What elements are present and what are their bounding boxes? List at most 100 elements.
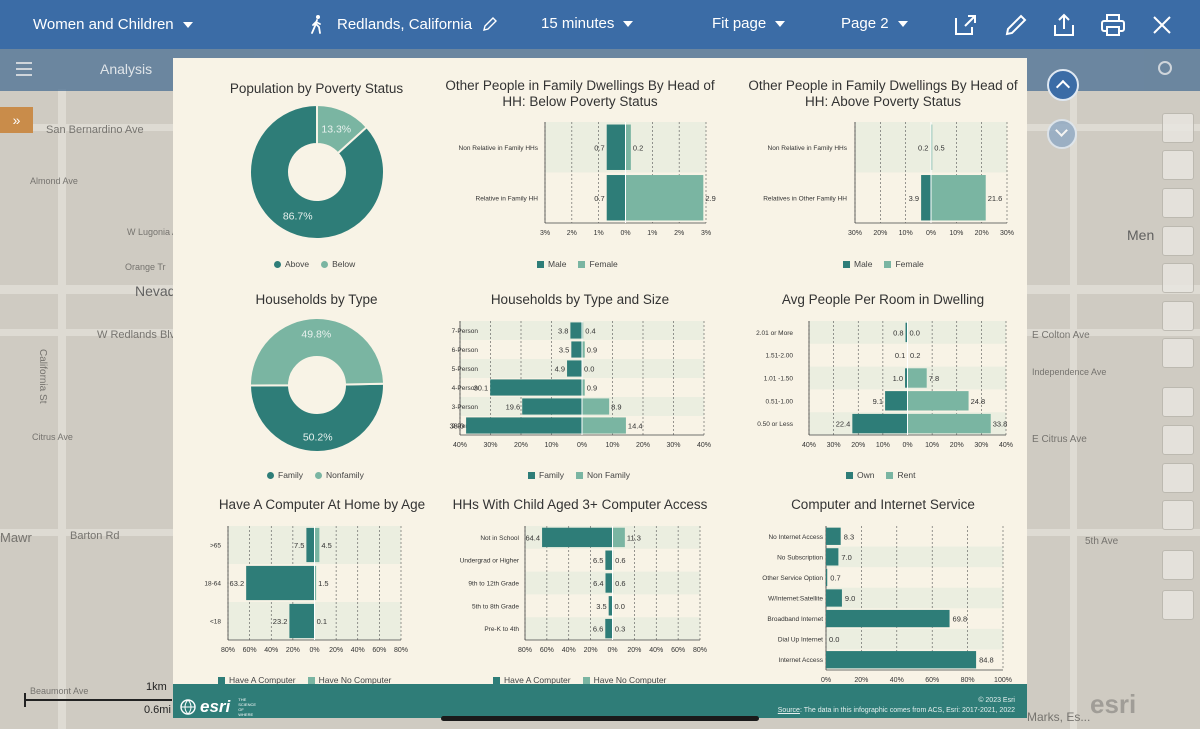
tick-label: 1% [647, 230, 657, 237]
tick-label: 60% [372, 647, 386, 654]
bar [522, 398, 582, 415]
street-label: Mawr [0, 530, 32, 545]
bar [571, 341, 582, 358]
street-label: W Lugonia Ave [127, 227, 188, 237]
charts-canvas: 86.7% 13.3% 50.2% 49.8% 3% 2% 1% 0% 1% 2% 3% Non Re… [204, 103, 1014, 684]
esri-wordmark: esri [200, 697, 231, 716]
bar [466, 417, 582, 434]
drive-time-selector[interactable]: 15 minutes [541, 15, 634, 32]
category-label: Dial Up Internet [778, 637, 823, 644]
data-label: 21.6 [988, 194, 1003, 203]
analysis-tab[interactable]: Analysis [100, 61, 153, 77]
data-label: 22.4 [836, 420, 851, 429]
data-label: 0.1 [317, 617, 327, 626]
pan-hand-button[interactable] [1162, 150, 1194, 180]
category-label: Other Service Option [762, 575, 823, 582]
street-label: Beaumont Ave [30, 686, 89, 696]
bar [314, 565, 317, 601]
print-icon[interactable] [1100, 12, 1126, 38]
page-label: Page 2 [841, 15, 889, 32]
tick-label: 60% [671, 647, 685, 654]
location-selector[interactable]: Redlands, California [309, 14, 498, 34]
bar [826, 568, 828, 587]
car-button[interactable] [1162, 550, 1194, 580]
source-link[interactable]: Source [777, 707, 800, 714]
data-label: 19.6 [506, 403, 521, 412]
category-label: Internet Access [779, 657, 824, 664]
data-label: 0.1 [895, 351, 905, 360]
category-label: 2.01 or More [756, 330, 793, 337]
category-label: Non Relative in Family HHs [768, 145, 848, 152]
qr-code-button[interactable] [1162, 113, 1194, 143]
street-label: Barton Rd [70, 530, 120, 542]
bar [826, 527, 841, 545]
chart-legend: Family Nonfamily [267, 470, 364, 480]
fit-selector[interactable]: Fit page [712, 15, 786, 32]
category-label: 0.50 or Less [757, 421, 794, 428]
zoom-out-button[interactable] [1162, 263, 1194, 293]
tick-label: 60% [243, 647, 257, 654]
tick-label: 0% [309, 647, 319, 654]
bar [625, 124, 631, 170]
measure-button[interactable] [1162, 301, 1194, 331]
data-label: 64.4 [525, 533, 540, 542]
list-button[interactable] [1162, 500, 1194, 530]
clear-button[interactable] [1162, 387, 1194, 417]
tick-label: 2% [567, 230, 577, 237]
tick-label: 0% [577, 442, 587, 449]
select-pointer-button[interactable] [1162, 188, 1194, 218]
bar [852, 413, 908, 434]
report-toolbar: Women and Children Redlands, California … [0, 0, 1200, 49]
walking-person-icon [311, 15, 321, 34]
data-label: 0.0 [615, 602, 625, 611]
scroll-down-button[interactable] [1047, 119, 1077, 149]
chart-title: Other People in Family Dwellings By Head… [445, 78, 715, 109]
bar [542, 527, 613, 548]
category-label: W/Internet:Satellite [768, 596, 823, 603]
scroll-up-button[interactable] [1047, 69, 1079, 101]
search-icon[interactable] [1158, 61, 1172, 75]
report-selector[interactable]: Women and Children [33, 16, 193, 33]
tick-label: 20% [854, 677, 868, 684]
tick-label: 30% [1000, 230, 1014, 237]
chart-legend: Male Female [843, 259, 924, 269]
category-label: 18-64 [204, 581, 221, 588]
data-label: 4.9 [555, 365, 565, 374]
zoom-in-button[interactable] [1162, 226, 1194, 256]
pie-slice [249, 317, 386, 387]
note-button[interactable] [1162, 590, 1194, 620]
data-label: 3.5 [559, 346, 569, 355]
data-label: 7.0 [841, 553, 851, 562]
bar [582, 417, 626, 434]
street-label: Orange Tr [125, 262, 166, 272]
menu-icon[interactable] [16, 62, 32, 76]
bar [606, 124, 626, 170]
expand-panel-button[interactable]: » [0, 107, 33, 133]
open-external-icon[interactable] [953, 12, 979, 38]
report-name: Women and Children [33, 16, 174, 33]
category-label: Relatives in Other Family HH [763, 195, 847, 202]
share-map-button[interactable] [1162, 425, 1194, 455]
close-icon[interactable] [1149, 12, 1175, 38]
category-label: 7-Person [452, 328, 479, 335]
data-label: 24.8 [971, 397, 986, 406]
bar [306, 527, 315, 563]
pencil-icon[interactable] [482, 16, 498, 32]
share-icon[interactable] [1051, 12, 1077, 38]
home-indicator [441, 716, 759, 721]
page-selector[interactable]: Page 2 [841, 15, 908, 32]
pdf-button[interactable] [1162, 463, 1194, 493]
data-label: 0.4 [585, 327, 595, 336]
text-tool-button[interactable] [1162, 338, 1194, 368]
data-label: 3.9 [909, 194, 919, 203]
tick-label: 10% [949, 230, 963, 237]
category-label: Pre-K to 4th [484, 626, 519, 633]
chart-title: Computer and Internet Service [791, 497, 975, 512]
scale-km: 1km [146, 681, 167, 693]
tick-label: 40% [351, 647, 365, 654]
edit-pencil-icon[interactable] [1003, 12, 1029, 38]
category-label: 9th to 12th Grade [468, 581, 519, 588]
chart-legend: Have A Computer Have No Computer [493, 675, 666, 685]
street-label: W Redlands Blvd [97, 329, 182, 341]
bar [490, 379, 582, 396]
